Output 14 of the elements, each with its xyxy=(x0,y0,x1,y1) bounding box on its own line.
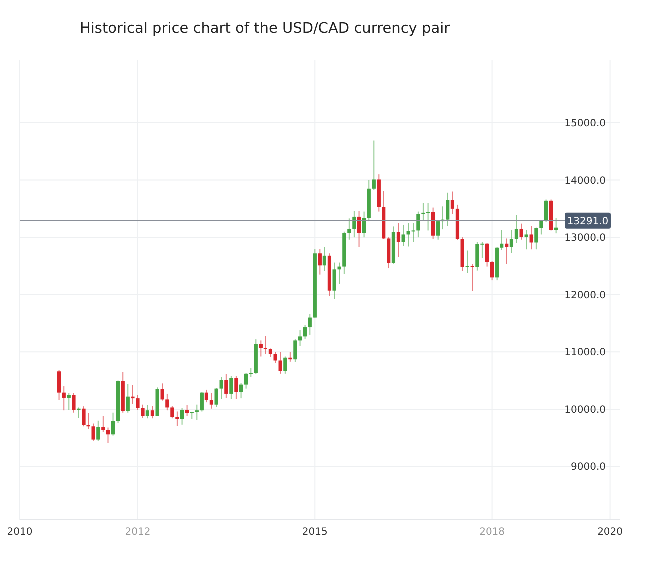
y-tick-label: 10000.0 xyxy=(564,404,606,416)
x-tick-label: 2010 xyxy=(7,527,33,538)
x-tick-label: 2018 xyxy=(480,527,506,538)
ref-line-label: 13291.0 xyxy=(567,216,609,228)
y-tick-label: 9000.0 xyxy=(571,462,606,474)
x-tick-label: 2015 xyxy=(302,527,328,538)
x-tick-label: 2012 xyxy=(125,527,151,538)
y-tick-label: 15000.0 xyxy=(564,118,606,130)
chart-title: Historical price chart of the USD/CAD currency pair xyxy=(80,21,450,37)
y-tick-label: 11000.0 xyxy=(564,348,606,359)
y-tick-label: 12000.0 xyxy=(564,290,606,302)
y-tick-label: 13000.0 xyxy=(564,233,606,244)
x-tick-label: 2020 xyxy=(598,527,624,538)
y-tick-label: 14000.0 xyxy=(564,176,606,187)
